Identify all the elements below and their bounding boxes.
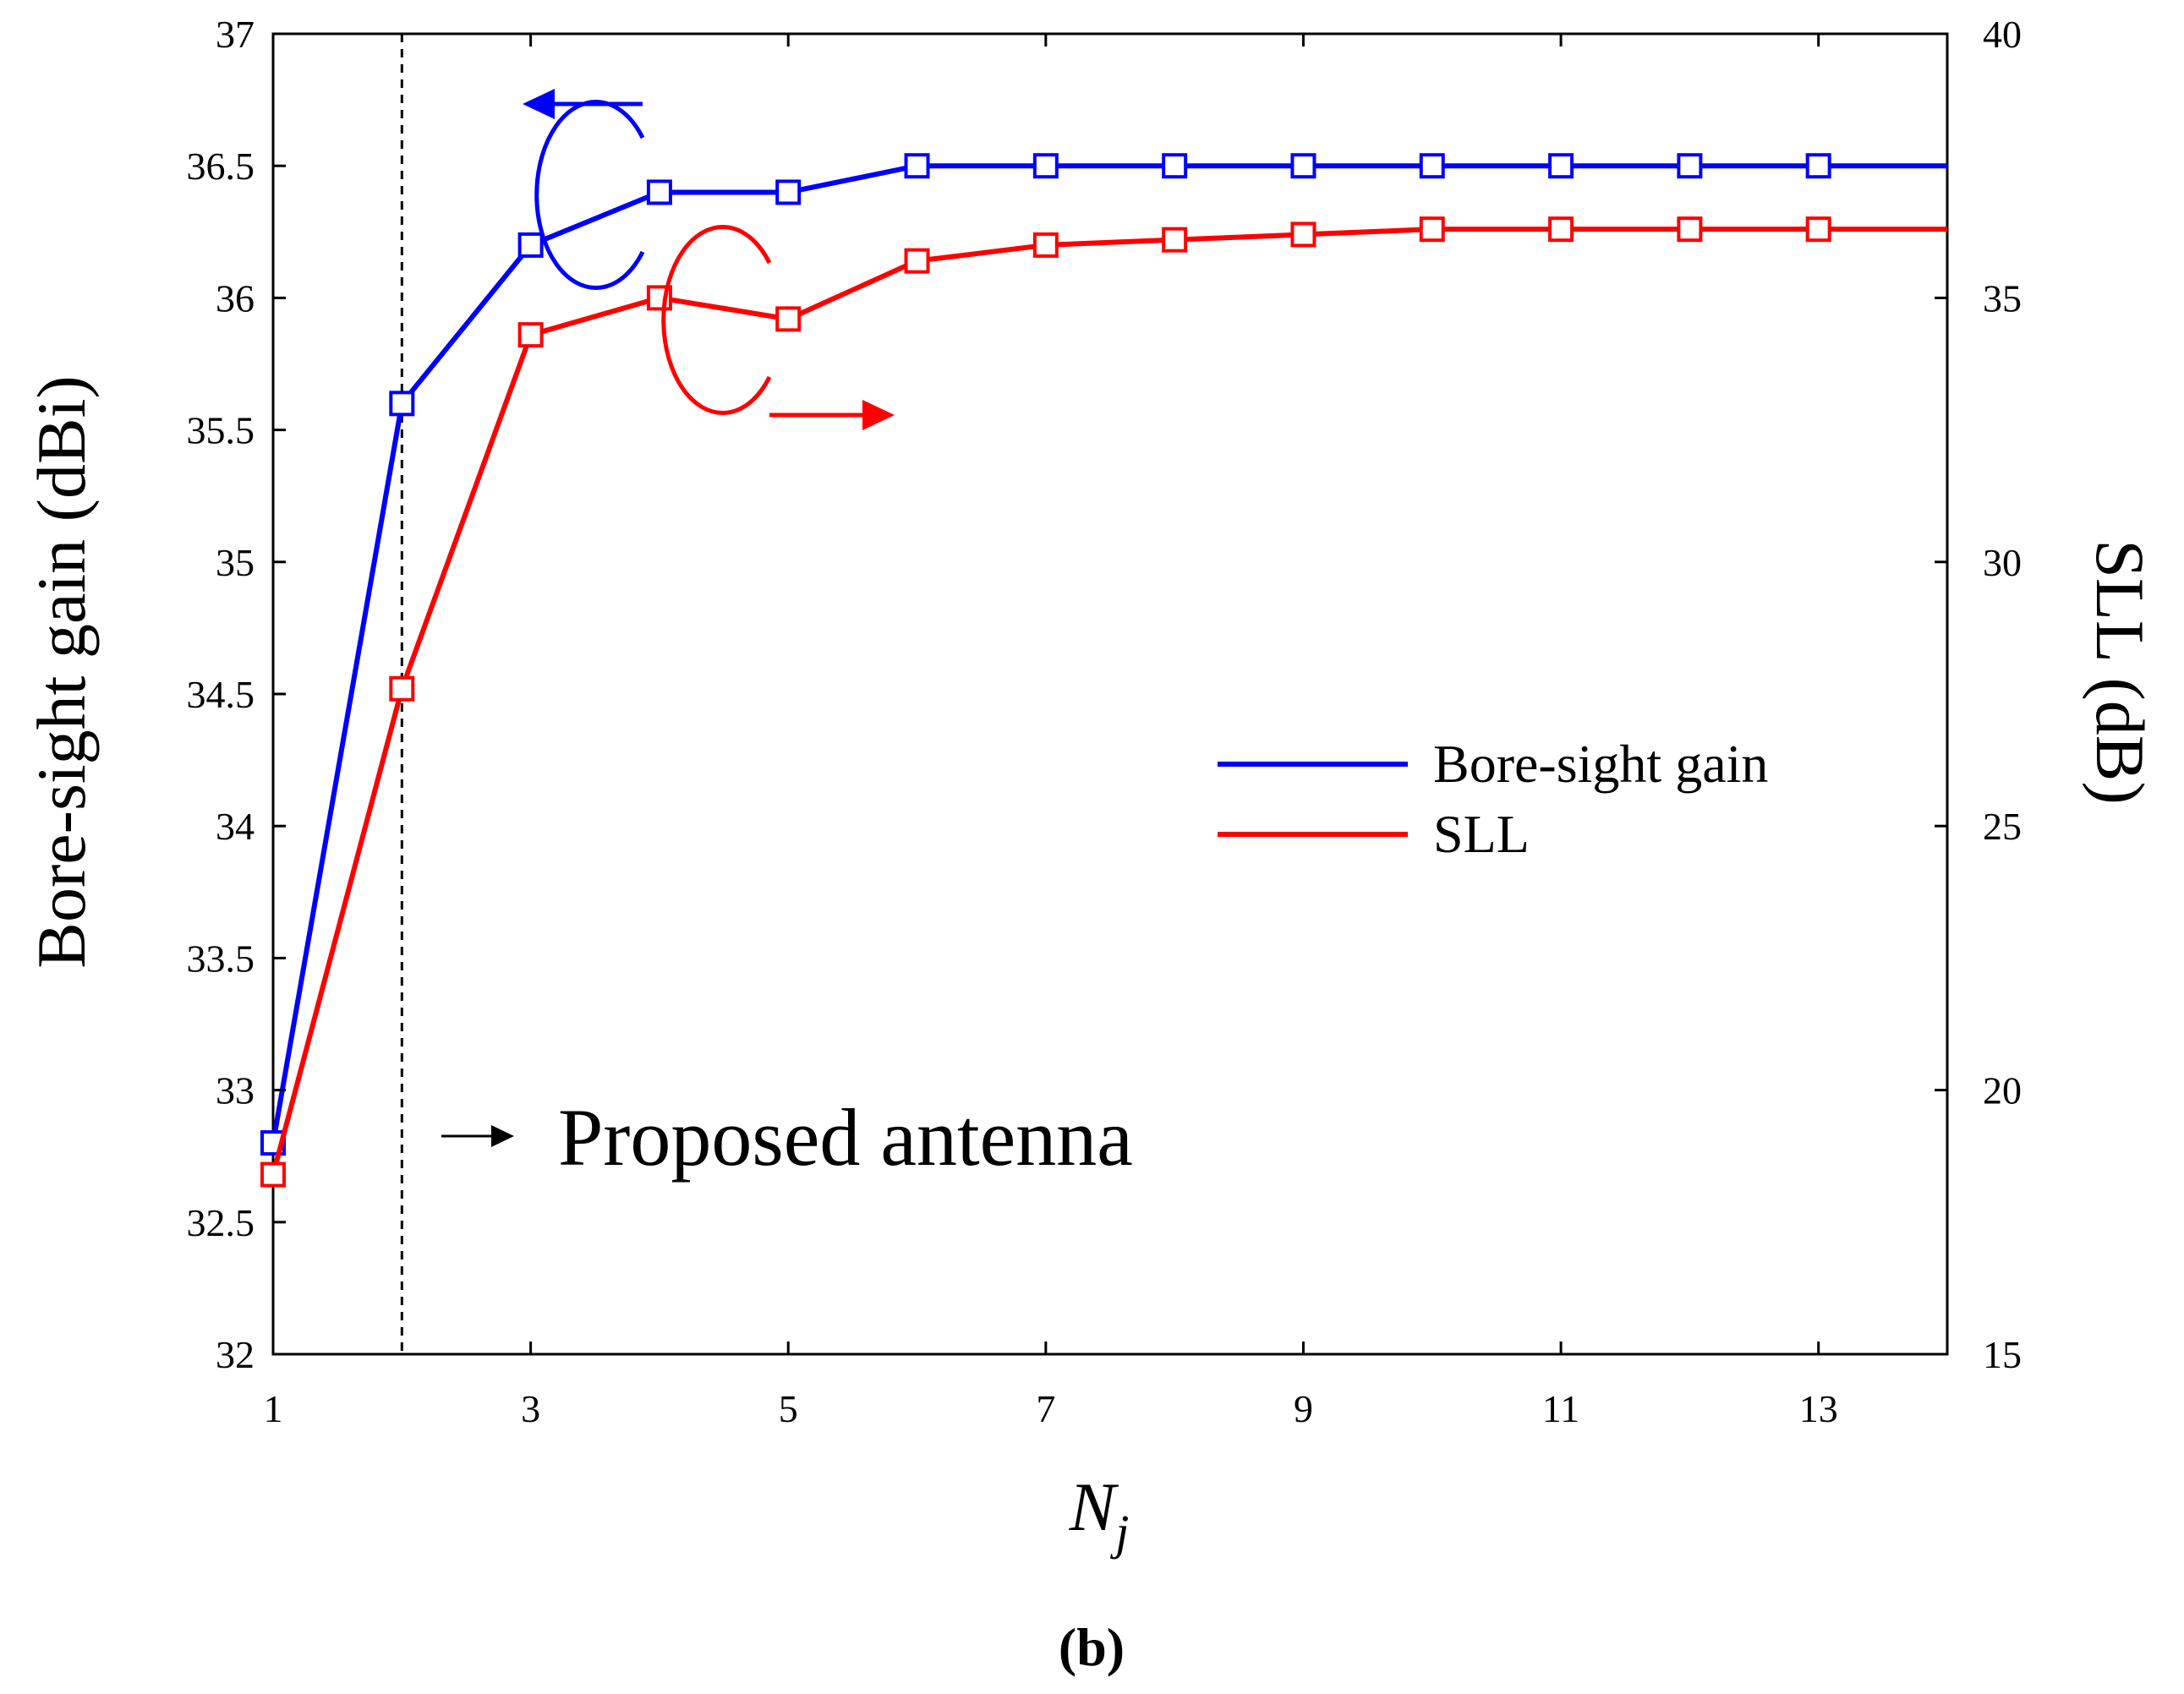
gain-point-2 [389,391,415,417]
left-y-tick-label-33: 33 [216,1069,255,1112]
gain-point-5 [775,179,802,205]
legend-gain-label: Bore-sight gain [1433,734,1768,794]
gain-point-9 [1290,153,1316,179]
right-y-tick-label-25: 25 [1983,805,2022,848]
gain-point-10 [1419,153,1445,179]
left-y-tick-label-36: 36 [216,276,255,320]
right-y-tick-label-30: 30 [1983,541,2022,584]
legend-box [1205,727,1847,883]
sll-axis-indicator [661,225,895,430]
left-y-tick-label-32.5: 32.5 [187,1201,255,1244]
x-tick-label-5: 5 [779,1387,798,1430]
sll-point-5 [775,306,802,332]
x-tick-label-1: 1 [264,1387,283,1430]
left-y-tick-label-37: 37 [216,13,255,56]
left-y-tick-label-33.5: 33.5 [187,937,255,980]
left-y-tick-label-32: 32 [216,1333,255,1376]
x-tick-label-7: 7 [1036,1387,1055,1430]
x-tick-label-9: 9 [1294,1387,1313,1430]
left-axis-label: Bore-sight gain (dBi) [23,375,100,968]
gain-point-4 [646,179,672,205]
proposed-antenna-annotation: Proposed antenna [441,1092,1133,1183]
right-y-tick-label-40: 40 [1983,13,2022,56]
annotation-text: Proposed antenna [558,1092,1133,1183]
x-tick-label-11: 11 [1542,1387,1579,1430]
gain-axis-indicator [523,89,645,290]
sll-series-line [271,227,1947,1176]
sll-point-2 [389,675,415,702]
sll-point-9 [1290,221,1316,248]
annotation-arrowhead [491,1125,514,1147]
left-y-tick-label-35.5: 35.5 [187,409,255,452]
sll-point-11 [1548,216,1574,243]
sll-point-8 [1162,227,1188,253]
gain-arrowhead [523,89,555,119]
sll-point-4 [646,285,672,311]
left-y-tick-label-34.5: 34.5 [187,673,255,716]
axis-ticks: 1 3 5 7 9 11 133232.53333.53434.53535.53636.53… [187,13,2023,1430]
gain-ellipse-arc [534,100,645,290]
gain-point-11 [1548,153,1574,179]
sll-arrowhead [862,400,895,430]
sll-point-1 [260,1161,286,1188]
gain-point-8 [1162,153,1188,179]
sll-point-7 [1032,232,1059,258]
gain-point-7 [1032,153,1059,179]
x-tick-label-3: 3 [521,1387,540,1430]
legend: Bore-sight gain SLL [1205,727,1847,883]
sll-point-3 [517,322,544,348]
sll-point-10 [1419,216,1445,243]
x-tick-label-13: 13 [1799,1387,1838,1430]
legend-sll-label: SLL [1433,804,1530,864]
gain-point-3 [517,232,544,258]
right-y-tick-label-20: 20 [1983,1069,2022,1112]
sll-point-6 [904,248,930,274]
gain-point-6 [904,153,930,179]
right-y-tick-label-35: 35 [1983,276,2022,320]
right-y-tick-label-15: 15 [1983,1333,2022,1376]
plot-area [260,32,1949,1356]
left-y-tick-label-36.5: 36.5 [187,145,255,188]
sll-ellipse-arc [661,225,772,415]
gain-series-line [271,163,1947,1144]
gain-point-13 [1805,153,1831,179]
left-y-tick-label-35: 35 [216,541,255,584]
sll-point-13 [1805,216,1831,243]
x-axis-label-main: N [1069,1468,1119,1545]
panel-label: (b) [1059,1617,1125,1677]
x-axis-label: Nj [1069,1468,1130,1560]
gain-point-12 [1677,153,1703,179]
sll-point-12 [1677,216,1703,243]
right-axis-label: SLL (dB) [2082,539,2159,805]
left-y-tick-label-34: 34 [216,805,255,848]
